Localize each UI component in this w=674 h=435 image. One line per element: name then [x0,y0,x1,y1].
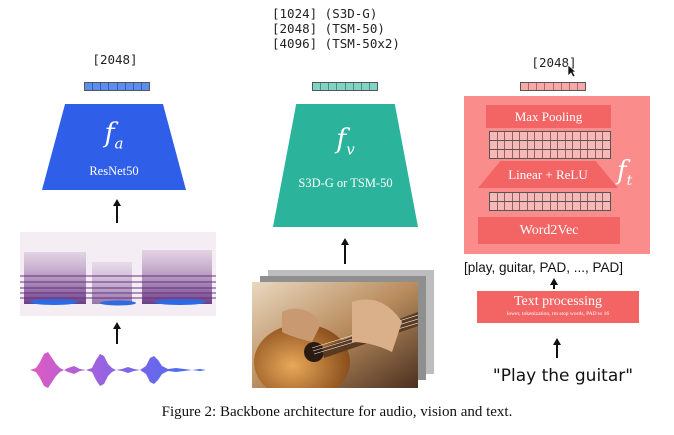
max-pooling-box: Max Pooling [486,105,611,128]
waveform-arrow [116,328,118,344]
token-features-top [489,131,611,159]
audio-arrow [116,205,118,223]
waveform-arrow-head [113,322,121,329]
vision-dim-labels: [1024] (S3D-G) [2048] (TSM-50) [4096] (T… [272,6,422,51]
token-features-bottom [489,192,611,211]
tokens-label: [play, guitar, PAD, ..., PAD] [464,260,624,275]
linear-relu-label: Linear + ReLU [508,167,588,182]
vision-encoder-block: fv S3D-G or TSM-50 [273,104,418,227]
text-processing-subtitle: lower, tokenization, rm stop words, PAD … [506,311,610,317]
audio-model-label: ResNet50 [89,164,139,178]
text-processing-box: Text processing lower, tokenization, rm … [477,291,639,323]
text-function-symbol: ft [617,156,633,190]
input-text-arrow-head [553,338,561,345]
audio-arrow-head [113,199,121,206]
text-embedding-vector [520,82,586,91]
linear-relu-box: Linear + ReLU [478,161,618,188]
vision-dim-label-tsm50: [2048] (TSM-50) [272,21,385,36]
audio-function-symbol: fa [104,118,124,153]
vision-model-label: S3D-G or TSM-50 [298,176,393,190]
audio-embedding-vector [84,82,150,91]
spectrogram-image [20,232,216,316]
mouse-cursor-icon [567,64,577,83]
input-text-arrow [556,344,558,358]
audio-dim-label: [2048] [92,52,138,67]
text-processing-arrow-head [550,278,558,285]
vision-dim-label-tsm50x2: [4096] (TSM-50x2) [272,36,400,51]
guitar-video-frame [252,282,418,388]
vision-dim-label-s3dg: [1024] (S3D-G) [272,6,378,21]
figure-caption: Figure 2: Backbone architecture for audi… [161,404,513,420]
vision-arrow [344,244,346,264]
vision-embedding-vector [312,82,378,91]
input-text: "Play the guitar" [492,366,634,386]
vision-arrow-head [341,238,349,245]
audio-encoder-block: fa ResNet50 [42,104,186,190]
word2vec-box: Word2Vec [478,217,620,244]
vision-function-symbol: fv [336,124,355,159]
text-dim-label: [2048] [531,55,577,70]
text-processing-title: Text processing [513,294,603,309]
audio-waveform-image [30,348,206,392]
text-processing-arrow [553,284,555,289]
